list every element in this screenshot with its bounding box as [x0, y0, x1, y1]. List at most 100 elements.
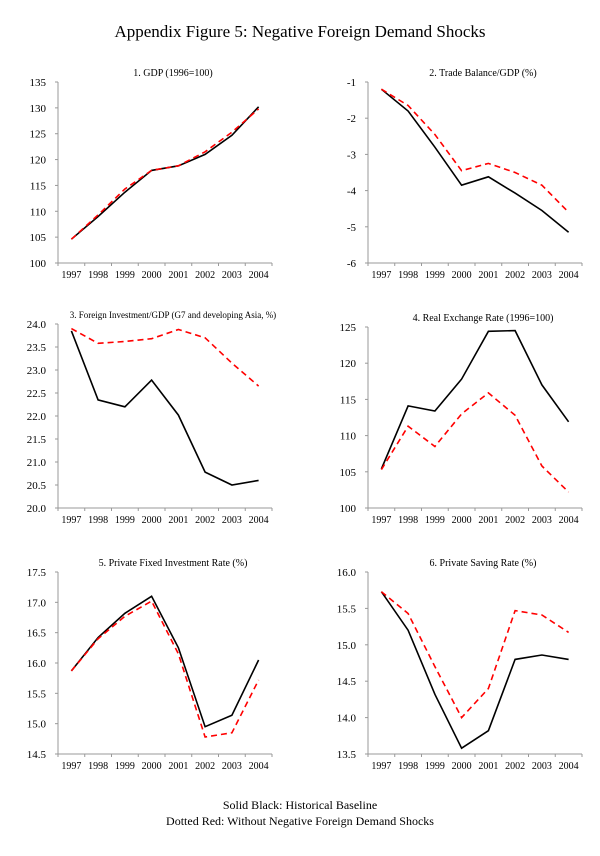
y-tick-label: 100	[340, 503, 357, 515]
panel-title: 1. GDP (1996=100)	[133, 68, 212, 79]
series-line-baseline	[380, 88, 570, 233]
x-tick-label: 2003	[222, 515, 242, 526]
y-tick-label: 110	[340, 431, 357, 443]
x-tick-label: 1999	[425, 270, 445, 281]
series-line-baseline	[70, 330, 259, 486]
y-tick-label: 17.0	[27, 597, 47, 609]
x-tick-label: 2004	[249, 515, 269, 526]
y-tick-label: 17.5	[27, 567, 47, 579]
x-tick-label: 1997	[371, 270, 391, 281]
x-tick-label: 2001	[168, 515, 188, 526]
x-tick-label: 2003	[532, 761, 552, 772]
y-tick-label: 23.0	[27, 365, 47, 377]
x-tick-label: 2004	[559, 270, 579, 281]
x-tick-label: 2000	[452, 761, 472, 772]
y-tick-label: 15.0	[337, 640, 357, 652]
series-line-baseline	[380, 329, 570, 470]
series-line-counterfactual	[380, 391, 570, 493]
y-tick-label: 105	[340, 467, 357, 479]
y-tick-label: -1	[347, 77, 356, 89]
series-line-baseline	[70, 595, 260, 728]
x-tick-label: 1999	[115, 270, 135, 281]
y-tick-label: 14.0	[337, 713, 357, 725]
x-tick-label: 2002	[505, 515, 525, 526]
x-tick-label: 1997	[371, 761, 391, 772]
panel-5: 5. Private Fixed Investment Rate (%) 14.5…	[27, 558, 273, 772]
y-tick-label: 22.5	[27, 388, 47, 400]
x-tick-label: 2002	[195, 761, 215, 772]
panel-3: 3. Foreign Investment/GDP (G7 and develo…	[27, 310, 276, 526]
x-tick-label: 2003	[222, 761, 242, 772]
x-tick-label: 1998	[88, 761, 108, 772]
x-tick-label: 2003	[532, 270, 552, 281]
x-tick-label: 1997	[61, 761, 81, 772]
y-tick-label: 105	[30, 232, 47, 244]
x-tick-label: 1999	[425, 515, 445, 526]
y-tick-label: 130	[30, 103, 47, 115]
y-tick-label: 15.5	[27, 688, 47, 700]
x-tick-label: 2001	[478, 761, 498, 772]
y-tick-label: 20.0	[27, 503, 47, 515]
y-tick-label: 120	[340, 358, 357, 370]
y-tick-label: -6	[347, 258, 357, 270]
series-line-baseline	[70, 106, 260, 240]
x-tick-label: 1999	[115, 761, 135, 772]
x-tick-label: 1998	[398, 270, 418, 281]
y-tick-label: 115	[30, 180, 47, 192]
panel-title: 2. Trade Balance/GDP (%)	[429, 68, 536, 79]
y-tick-label: 16.0	[337, 567, 357, 579]
y-tick-label: -5	[347, 222, 357, 234]
panel-2: 2. Trade Balance/GDP (%) -6 -5 -4 -3 -2 -1 1997…	[347, 68, 583, 281]
x-tick-label: 2001	[478, 270, 498, 281]
y-tick-label: 21.5	[27, 434, 47, 446]
y-tick-label: 135	[30, 77, 47, 89]
panel-title: 6. Private Saving Rate (%)	[430, 558, 537, 569]
x-tick-label: 2003	[222, 270, 242, 281]
figure-title: Appendix Figure 5: Negative Foreign Dema…	[114, 22, 486, 41]
legend-baseline: Solid Black: Historical Baseline	[222, 798, 378, 812]
x-tick-label: 2004	[559, 761, 579, 772]
y-tick-label: -3	[347, 149, 357, 161]
y-tick-label: 16.0	[27, 658, 47, 670]
x-tick-label: 2000	[142, 761, 162, 772]
x-tick-label: 2000	[452, 515, 472, 526]
y-tick-label: 110	[30, 206, 47, 218]
x-tick-label: 2001	[168, 270, 188, 281]
series-line-counterfactual	[380, 88, 570, 213]
y-tick-label: 13.5	[337, 749, 357, 761]
y-tick-label: 16.5	[27, 628, 47, 640]
x-tick-label: 2001	[168, 761, 188, 772]
y-tick-label: 22.0	[27, 411, 47, 423]
panel-6: 6. Private Saving Rate (%) 13.5 14.0 14.5 15…	[337, 558, 583, 772]
x-tick-label: 1999	[425, 761, 445, 772]
x-tick-label: 2002	[505, 761, 525, 772]
y-tick-label: 100	[30, 258, 47, 270]
y-tick-label: 125	[30, 129, 47, 141]
x-tick-label: 1998	[398, 515, 418, 526]
y-tick-label: 14.5	[27, 749, 47, 761]
x-tick-label: 2004	[249, 761, 269, 772]
panel-title: 4. Real Exchange Rate (1996=100)	[413, 313, 554, 324]
series-line-baseline	[380, 591, 569, 750]
x-tick-label: 2002	[195, 515, 215, 526]
series-line-counterfactual	[70, 108, 260, 240]
series-line-counterfactual	[380, 591, 570, 719]
x-tick-label: 1997	[61, 270, 81, 281]
panel-title: 3. Foreign Investment/GDP (G7 and develo…	[70, 310, 276, 320]
y-tick-label: 24.0	[27, 319, 47, 331]
x-tick-label: 2000	[142, 515, 162, 526]
panel-1: 1. GDP (1996=100) 100 105 110 115 120 125 130 13…	[30, 68, 273, 281]
y-tick-label: 21.0	[27, 457, 47, 469]
legend-counterfactual: Dotted Red: Without Negative Foreign Dem…	[166, 814, 434, 828]
x-tick-label: 1999	[115, 515, 135, 526]
y-tick-label: 115	[340, 394, 357, 406]
y-tick-label: 14.5	[337, 676, 357, 688]
x-tick-label: 1998	[398, 761, 418, 772]
x-tick-label: 1997	[61, 515, 81, 526]
y-tick-label: 15.5	[337, 603, 357, 615]
y-tick-label: -4	[347, 186, 357, 198]
x-tick-label: 1998	[88, 515, 108, 526]
x-tick-label: 2001	[478, 515, 498, 526]
x-tick-label: 2004	[249, 270, 269, 281]
